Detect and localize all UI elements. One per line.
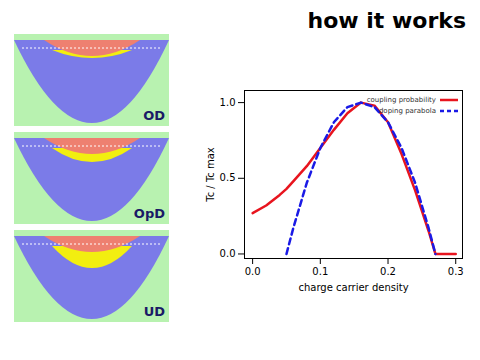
svg-text:0.5: 0.5 [220,172,236,183]
svg-text:Tc / Tc max: Tc / Tc max [205,147,216,203]
html-text:doping parabola: doping parabola [378,106,436,115]
html-text:coupling probability: coupling probability [366,95,436,104]
svg-text:charge carrier density: charge carrier density [298,282,408,293]
svg-text:OD: OD [143,108,165,123]
svg-text:0.0: 0.0 [220,248,236,259]
html-text:how it works: how it works [307,8,466,33]
svg-text:0.2: 0.2 [380,266,396,277]
svg-text:0.3: 0.3 [448,266,464,277]
svg-text:1.0: 1.0 [220,97,236,108]
svg-text:OpD: OpD [134,206,165,221]
svg-text:UD: UD [144,304,166,319]
svg-text:0.0: 0.0 [245,266,261,277]
svg-text:0.1: 0.1 [312,266,328,277]
